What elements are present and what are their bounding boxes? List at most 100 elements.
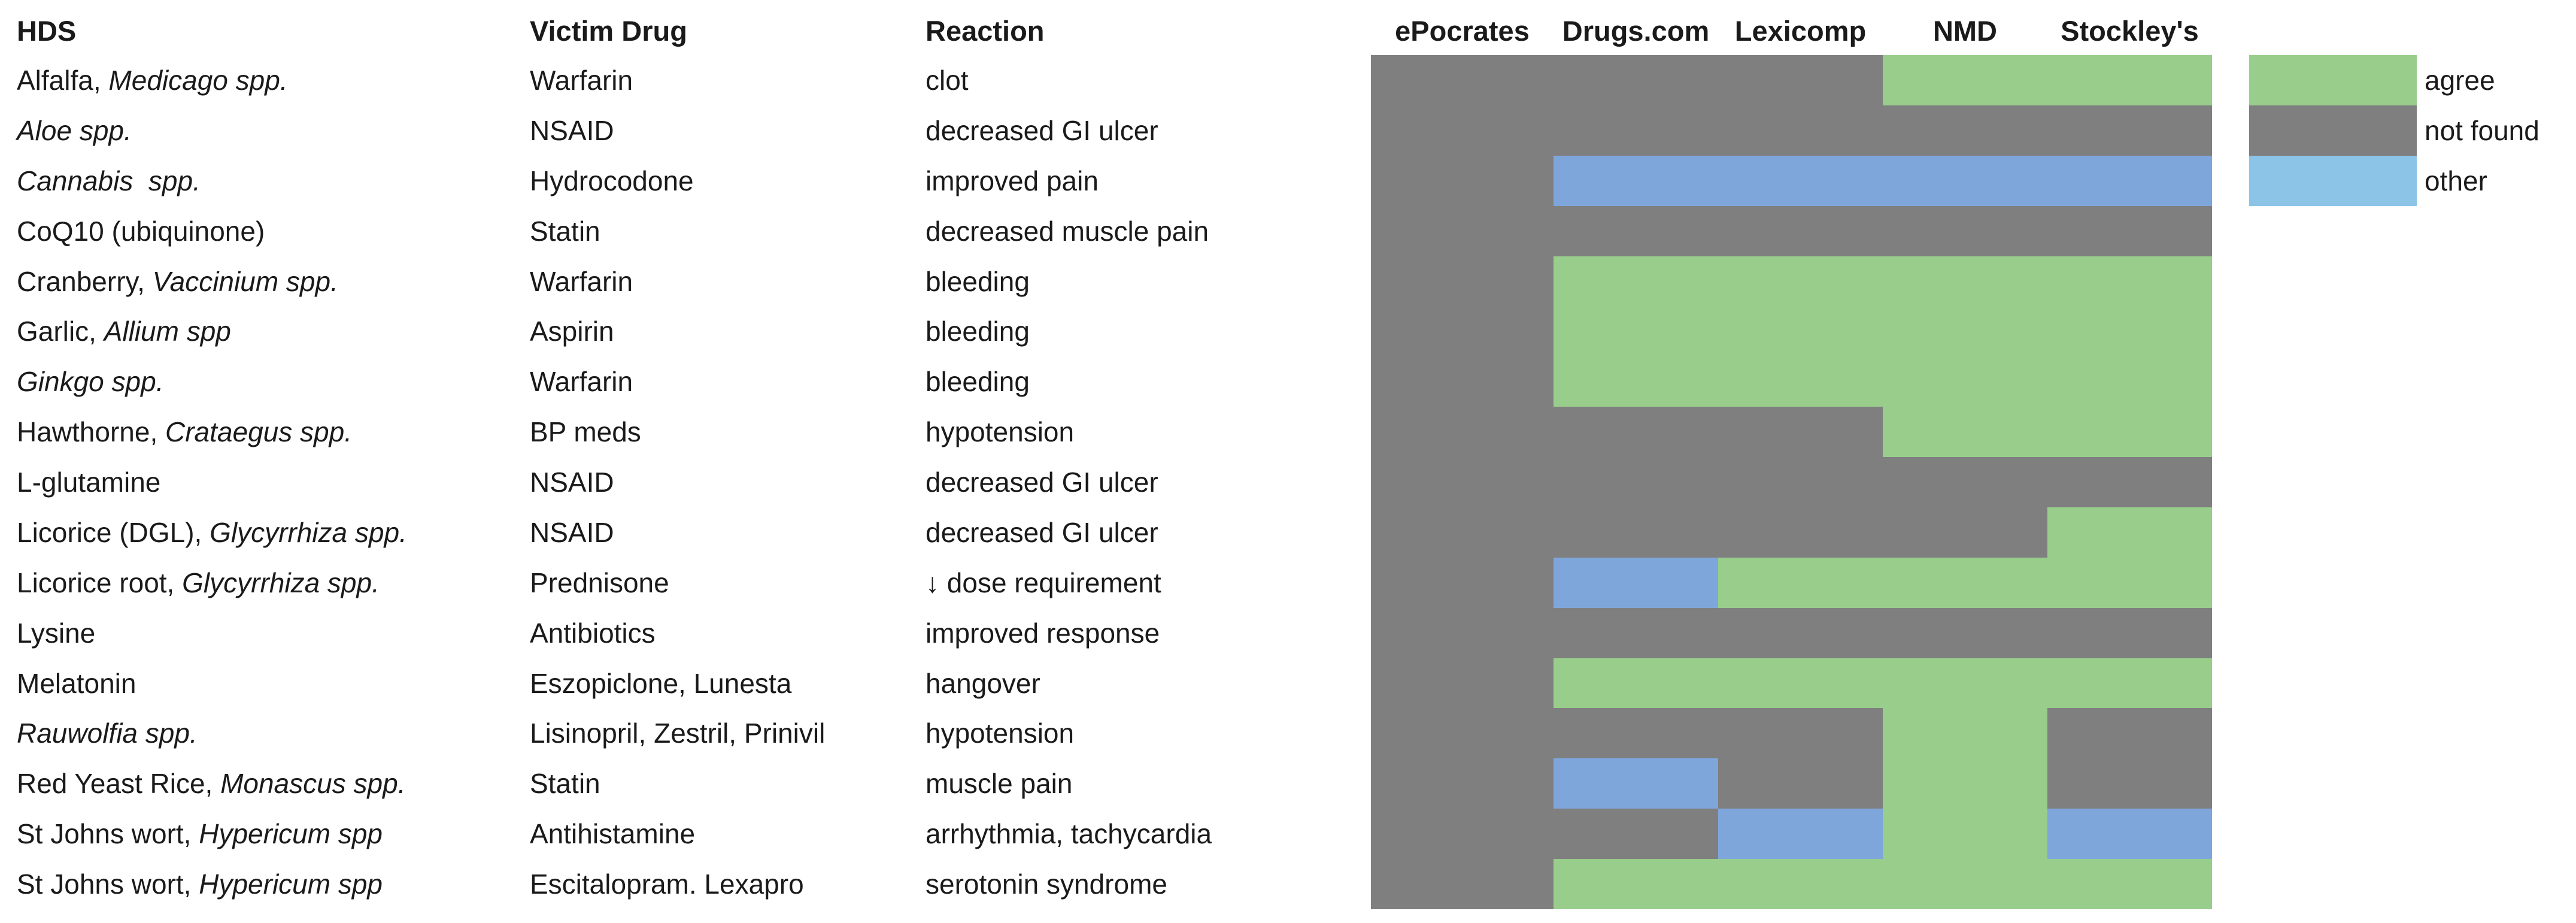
legend-swatch-other [2249, 156, 2417, 206]
heatmap-cell-not-found [1718, 457, 1883, 507]
victim-drug: Aspirin [530, 316, 614, 347]
hds-name-roman: Alfalfa, [17, 65, 109, 96]
heatmap-cell-other [1554, 156, 1718, 206]
column-header-hds: HDS [17, 14, 77, 47]
heatmap-cell-not-found [1718, 407, 1883, 457]
heatmap-cell-other [1554, 758, 1718, 809]
heatmap-cell-agree [2047, 859, 2212, 909]
hds-name: St Johns wort, Hypericum spp [17, 809, 383, 859]
hds-name: Red Yeast Rice, Monascus spp. [17, 758, 406, 809]
heatmap-cell-not-found [1371, 507, 1554, 558]
heatmap-cell-not-found [1371, 809, 1554, 859]
heatmap-cell-agree [2047, 407, 2212, 457]
hds-name-species-italic: Medicago spp. [108, 65, 288, 96]
heatmap-cell-agree [1718, 256, 1883, 306]
heatmap-cell-agree [2047, 306, 2212, 356]
reaction: hypotension [926, 718, 1075, 749]
heatmap-cell-not-found [1371, 457, 1554, 507]
heatmap-cell-agree [2047, 256, 2212, 306]
heatmap-cell-agree [1883, 356, 2047, 407]
hds-name: CoQ10 (ubiquinone) [17, 206, 265, 256]
heatmap-cell-not-found [1371, 55, 1554, 105]
column-header-epocrates: ePocrates [1395, 14, 1530, 47]
heatmap-cell-not-found [1883, 105, 2047, 156]
heatmap-cell-not-found [1371, 558, 1554, 608]
hds-name: Melatonin [17, 658, 136, 708]
heatmap-cell-other [2047, 156, 2212, 206]
reaction: hypotension [926, 416, 1075, 447]
heatmap-cell-not-found [1554, 105, 1718, 156]
victim-drug: Statin [530, 768, 600, 799]
heatmap-cell-agree [1883, 809, 2047, 859]
heatmap-cell-agree [1883, 55, 2047, 105]
hds-name: Lysine [17, 608, 95, 658]
victim-drug: Prednisone [530, 567, 669, 598]
hds-name: Licorice (DGL), Glycyrrhiza spp. [17, 507, 407, 558]
heatmap-cell-not-found [1718, 105, 1883, 156]
heatmap-cell-not-found [1371, 156, 1554, 206]
hds-name: Rauwolfia spp. [17, 708, 198, 758]
hds-name-roman: L-glutamine [17, 467, 161, 498]
legend-swatch-agree [2249, 55, 2417, 105]
heatmap-cell-not-found [2047, 608, 2212, 658]
heatmap-cell-agree [2047, 356, 2212, 407]
reaction: clot [926, 65, 969, 96]
victim-drug: Warfarin [530, 265, 633, 297]
reaction: decreased muscle pain [926, 216, 1209, 247]
heatmap-cell-not-found [1371, 206, 1554, 256]
hds-name-roman: Hawthorne, [17, 416, 166, 447]
heatmap-cell-agree [1554, 256, 1718, 306]
victim-drug: Statin [530, 216, 600, 247]
hds-name-species-italic: Glycyrrhiza spp. [210, 517, 407, 548]
reaction: decreased GI ulcer [926, 467, 1158, 498]
heatmap-cell-agree [1718, 658, 1883, 708]
hds-name-roman: St Johns wort, [17, 868, 199, 900]
heatmap-cell-not-found [1718, 206, 1883, 256]
hds-name-roman: CoQ10 (ubiquinone) [17, 216, 265, 247]
heatmap-cell-not-found [2047, 206, 2212, 256]
heatmap-cell-agree [2047, 658, 2212, 708]
heatmap-cell-not-found [1718, 55, 1883, 105]
heatmap-cell-not-found [1371, 658, 1554, 708]
hds-name-roman: Licorice (DGL), [17, 517, 210, 548]
column-header-lexicomp: Lexicomp [1734, 14, 1867, 47]
victim-drug: NSAID [530, 115, 614, 146]
hds-name-species-italic: Rauwolfia spp. [17, 718, 198, 749]
hds-name-species-italic: Cannabis spp. [17, 165, 201, 196]
heatmap-cell-agree [1883, 758, 2047, 809]
heatmap-cell-not-found [1883, 608, 2047, 658]
heatmap-cell-agree [1883, 859, 2047, 909]
heatmap-cell-not-found [1718, 608, 1883, 658]
heatmap-cell-not-found [1371, 758, 1554, 809]
heatmap-cell-not-found [1554, 507, 1718, 558]
heatmap-cell-not-found [1554, 55, 1718, 105]
victim-drug: Antihistamine [530, 818, 696, 849]
heatmap-cell-not-found [1371, 608, 1554, 658]
heatmap-cell-not-found [1371, 859, 1554, 909]
victim-drug: Warfarin [530, 366, 633, 397]
reaction: bleeding [926, 265, 1030, 297]
hds-name-species-italic: Aloe spp. [17, 115, 132, 146]
heatmap-cell-other [1883, 156, 2047, 206]
heatmap-cell-agree [1554, 658, 1718, 708]
heatmap-cell-agree [1883, 708, 2047, 758]
hds-name: Alfalfa, Medicago spp. [17, 55, 288, 105]
heatmap-cell-not-found [1554, 206, 1718, 256]
heatmap-cell-agree [1718, 859, 1883, 909]
reaction: improved response [926, 618, 1160, 649]
heatmap-cell-not-found [2047, 708, 2212, 758]
reaction: muscle pain [926, 768, 1073, 799]
heatmap-cell-not-found [1883, 457, 2047, 507]
column-header-victim-drug: Victim Drug [530, 14, 687, 47]
heatmap-cell-agree [1883, 658, 2047, 708]
legend-swatch-not-found [2249, 105, 2417, 156]
column-header-nmd: NMD [1932, 14, 1998, 47]
heatmap-cell-not-found [2047, 457, 2212, 507]
reaction: decreased GI ulcer [926, 115, 1158, 146]
reaction: hangover [926, 667, 1040, 699]
victim-drug: Escitalopram. Lexapro [530, 868, 804, 900]
heatmap-cell-agree [2047, 55, 2212, 105]
hds-name: Cannabis spp. [17, 156, 201, 206]
heatmap-cell-not-found [1718, 507, 1883, 558]
heatmap-cell-not-found [1371, 356, 1554, 407]
